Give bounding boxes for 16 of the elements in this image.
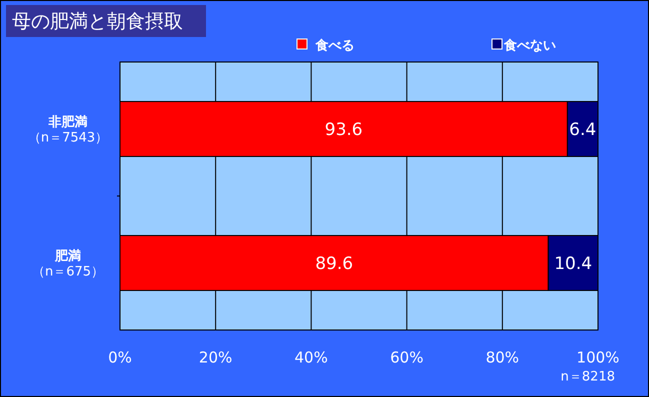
data-label: 89.6 xyxy=(315,254,354,274)
x-tick-label: 40% xyxy=(294,348,328,366)
y-tick-label: 肥満（n＝675） xyxy=(32,248,104,280)
x-tick-label: 0% xyxy=(108,348,132,366)
x-tick-label: 60% xyxy=(390,348,424,366)
x-tick-label: 100% xyxy=(576,348,620,366)
y-tick-label: 非肥満（n＝7543） xyxy=(28,114,108,146)
data-label: 10.4 xyxy=(554,254,592,274)
x-tick-label: 80% xyxy=(486,348,520,366)
data-label: 6.4 xyxy=(569,120,596,140)
data-label: 93.6 xyxy=(324,120,363,140)
legend-label: 食べる xyxy=(314,38,354,54)
text: n＝8218 xyxy=(560,370,615,385)
legend-label: 食べない xyxy=(503,38,556,54)
x-tick-label: 20% xyxy=(198,348,232,366)
chart-title: 母の肥満と朝食摂取 xyxy=(12,10,183,33)
